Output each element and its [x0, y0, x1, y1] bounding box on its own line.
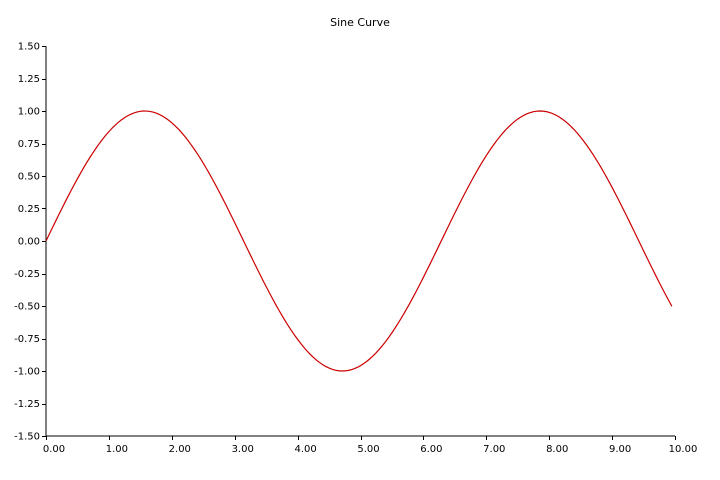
chart-title: Sine Curve — [330, 16, 390, 29]
x-tick-label: 10.00 — [669, 444, 698, 455]
y-tick-label: -1.25 — [14, 399, 40, 410]
x-tick-label: 7.00 — [483, 444, 505, 455]
y-axis-ticks: 1.50 1.25 1.00 0.75 0.50 0.25 0.00 -0.25 -0.50 -0… — [14, 42, 46, 443]
y-tick-label: -0.50 — [14, 302, 40, 313]
y-tick-label: 0.50 — [18, 172, 40, 183]
x-axis-ticks: 0.00 1.00 2.00 3.00 4.00 5.00 6.00 7.00 8.00 9.00… — [43, 436, 697, 455]
x-tick-label: 2.00 — [169, 444, 191, 455]
y-tick-label: -1.00 — [14, 367, 40, 378]
series-layer — [45, 110, 673, 372]
y-tick-label: -0.75 — [14, 334, 40, 345]
y-tick-label: -0.25 — [14, 269, 40, 280]
x-tick-label: 3.00 — [232, 444, 254, 455]
x-tick-label: 6.00 — [420, 444, 442, 455]
x-tick-label: 0.00 — [43, 444, 65, 455]
sine-series-line — [45, 110, 673, 372]
y-tick-label: 0.00 — [18, 237, 40, 248]
y-tick-label: 1.50 — [18, 42, 40, 53]
y-tick-label: 0.25 — [18, 204, 40, 215]
x-tick-label: 8.00 — [546, 444, 568, 455]
x-tick-label: 1.00 — [106, 444, 128, 455]
y-tick-label: 1.25 — [18, 74, 40, 85]
x-tick-label: 5.00 — [357, 444, 379, 455]
y-tick-label: 1.00 — [18, 107, 40, 118]
axes — [45, 46, 675, 437]
y-tick-label: 0.75 — [18, 139, 40, 150]
x-tick-label: 9.00 — [609, 444, 631, 455]
y-tick-label: -1.50 — [14, 432, 40, 443]
x-tick-label: 4.00 — [294, 444, 316, 455]
